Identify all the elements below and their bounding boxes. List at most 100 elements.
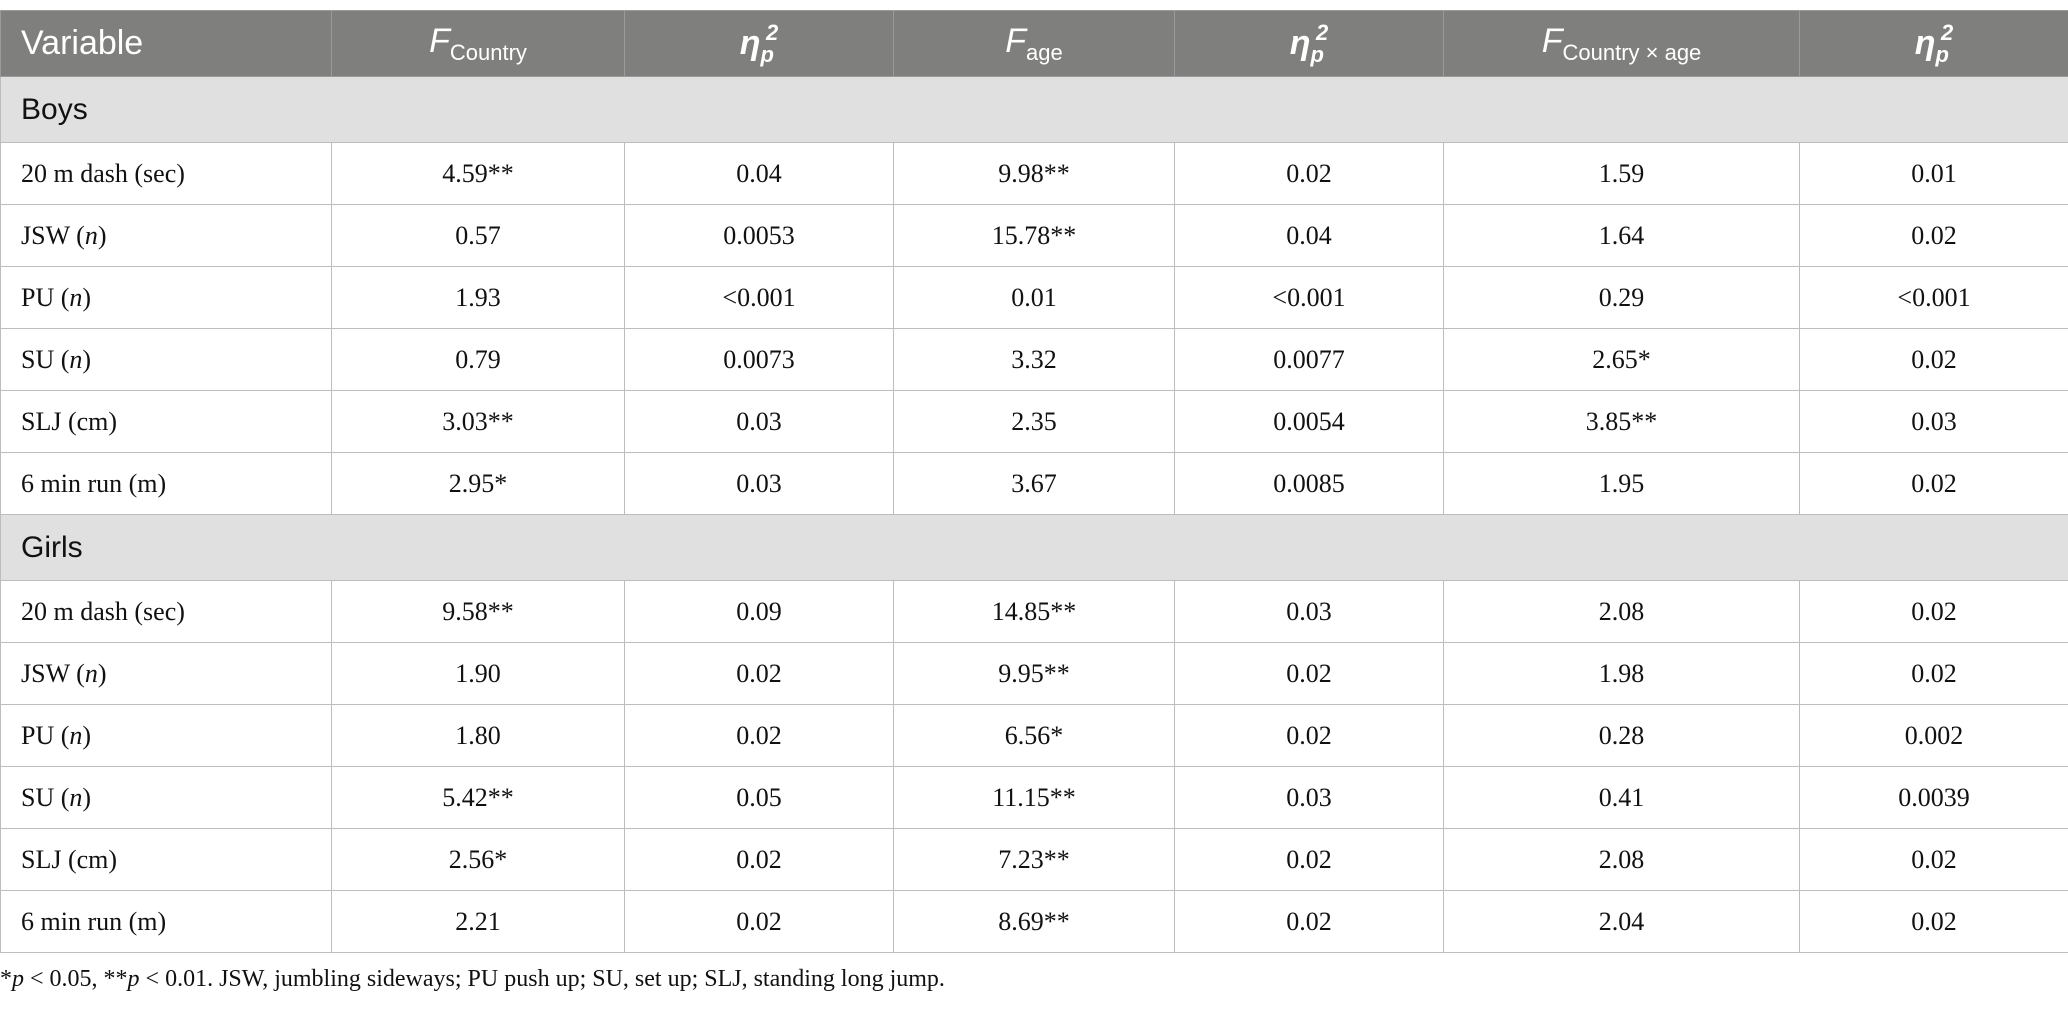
label-part: n	[69, 782, 83, 812]
cell: 0.0085	[1174, 452, 1444, 515]
cell: 0.0054	[1174, 390, 1444, 453]
cell: 0.03	[1174, 766, 1444, 829]
label-part: )	[82, 344, 92, 374]
cell: 0.02	[624, 890, 894, 953]
cell: <0.001	[624, 266, 894, 329]
table-header: Variable FCountry ηp2 Fage ηp2 FCountry × age…	[0, 10, 2068, 77]
footnote-part: p	[127, 966, 140, 992]
cell: 0.01	[893, 266, 1175, 329]
row-label: PU (n)	[0, 266, 332, 329]
column-header: FCountry × age	[1443, 10, 1800, 77]
cell: 0.0077	[1174, 328, 1444, 391]
row-label: JSW (n)	[0, 642, 332, 705]
header-row: Variable FCountry ηp2 Fage ηp2 FCountry × age…	[0, 10, 2068, 77]
cell: 0.28	[1443, 704, 1800, 767]
row-label: SLJ (cm)	[0, 390, 332, 453]
cell: 1.59	[1443, 142, 1800, 205]
label-part: SU (	[21, 782, 70, 812]
cell: 0.03	[1799, 390, 2068, 453]
cell: 11.15**	[893, 766, 1175, 829]
label-part: 20 m dash (sec)	[21, 596, 185, 626]
cell: 2.21	[331, 890, 625, 953]
column-header: ηp2	[1174, 10, 1444, 77]
label-part: )	[82, 720, 92, 750]
section-row: Girls	[0, 514, 2068, 581]
cell: 0.0039	[1799, 766, 2068, 829]
cell: 0.03	[624, 452, 894, 515]
cell: 0.02	[1174, 142, 1444, 205]
cell: 9.58**	[331, 580, 625, 643]
cell: 0.02	[624, 828, 894, 891]
cell: 0.41	[1443, 766, 1800, 829]
cell: 7.23**	[893, 828, 1175, 891]
footnote-part: *	[0, 966, 12, 992]
cell: 0.02	[624, 704, 894, 767]
header-symbol: η	[1289, 23, 1311, 62]
cell: 1.64	[1443, 204, 1800, 267]
data-row: SLJ (cm) 3.03** 0.03 2.35 0.0054 3.85** 0.03	[0, 390, 2068, 453]
cell: 6.56*	[893, 704, 1175, 767]
data-row: 20 m dash (sec) 9.58** 0.09 14.85** 0.03 2.08…	[0, 580, 2068, 643]
row-label: JSW (n)	[0, 204, 332, 267]
cell: 0.09	[624, 580, 894, 643]
column-header: Fage	[893, 10, 1175, 77]
label-part: 20 m dash (sec)	[21, 158, 185, 188]
cell: 8.69**	[893, 890, 1175, 953]
header-superscript: 2	[765, 19, 779, 45]
label-part: n	[69, 720, 83, 750]
label-part: n	[84, 658, 98, 688]
data-row: SLJ (cm) 2.56* 0.02 7.23** 0.02 2.08 0.02	[0, 828, 2068, 891]
cell: 5.42**	[331, 766, 625, 829]
anova-table: Variable FCountry ηp2 Fage ηp2 FCountry × age…	[0, 10, 2068, 953]
footnote-part: < 0.05, **	[24, 966, 128, 992]
section-title: Boys	[0, 76, 2068, 143]
cell: 0.03	[1174, 580, 1444, 643]
cell: 0.02	[1799, 580, 2068, 643]
cell: 0.02	[624, 642, 894, 705]
header-superscript: 2	[1315, 19, 1329, 45]
cell: 0.0053	[624, 204, 894, 267]
label-part: JSW (	[21, 220, 85, 250]
footnote: *p < 0.05, **p < 0.01. JSW, jumbling sid…	[0, 966, 945, 993]
cell: 0.29	[1443, 266, 1800, 329]
label-part: )	[97, 658, 107, 688]
row-label: 6 min run (m)	[0, 452, 332, 515]
label-part: n	[69, 344, 83, 374]
label-part: )	[97, 220, 107, 250]
column-header: FCountry	[331, 10, 625, 77]
row-label: PU (n)	[0, 704, 332, 767]
footnote-part: p	[12, 966, 24, 992]
cell: 0.02	[1174, 704, 1444, 767]
column-header: Variable	[0, 10, 332, 77]
header-subscript: p	[1935, 41, 1949, 67]
row-label: 6 min run (m)	[0, 890, 332, 953]
label-part: )	[82, 282, 92, 312]
label-part: 6 min run (m)	[21, 468, 167, 498]
cell: 3.32	[893, 328, 1175, 391]
cell: 1.80	[331, 704, 625, 767]
section-title: Girls	[0, 514, 2068, 581]
cell: <0.001	[1174, 266, 1444, 329]
cell: 3.85**	[1443, 390, 1800, 453]
header-symbol: η	[739, 23, 761, 62]
column-header: ηp2	[624, 10, 894, 77]
cell: 0.002	[1799, 704, 2068, 767]
header-subscript: age	[1026, 39, 1063, 65]
row-label: SLJ (cm)	[0, 828, 332, 891]
row-label: 20 m dash (sec)	[0, 142, 332, 205]
cell: 1.90	[331, 642, 625, 705]
cell: 2.08	[1443, 580, 1800, 643]
cell: 3.03**	[331, 390, 625, 453]
cell: 1.93	[331, 266, 625, 329]
row-label: 20 m dash (sec)	[0, 580, 332, 643]
header-symbol: F	[429, 21, 450, 60]
header-symbol: F	[1541, 21, 1563, 60]
data-row: PU (n) 1.93 <0.001 0.01 <0.001 0.29 <0.001	[0, 266, 2068, 329]
label-part: SU (	[21, 344, 70, 374]
header-subscript: p	[760, 41, 774, 67]
cell: 0.02	[1174, 890, 1444, 953]
label-part: n	[69, 282, 83, 312]
cell: 2.95*	[331, 452, 625, 515]
cell: 1.98	[1443, 642, 1800, 705]
